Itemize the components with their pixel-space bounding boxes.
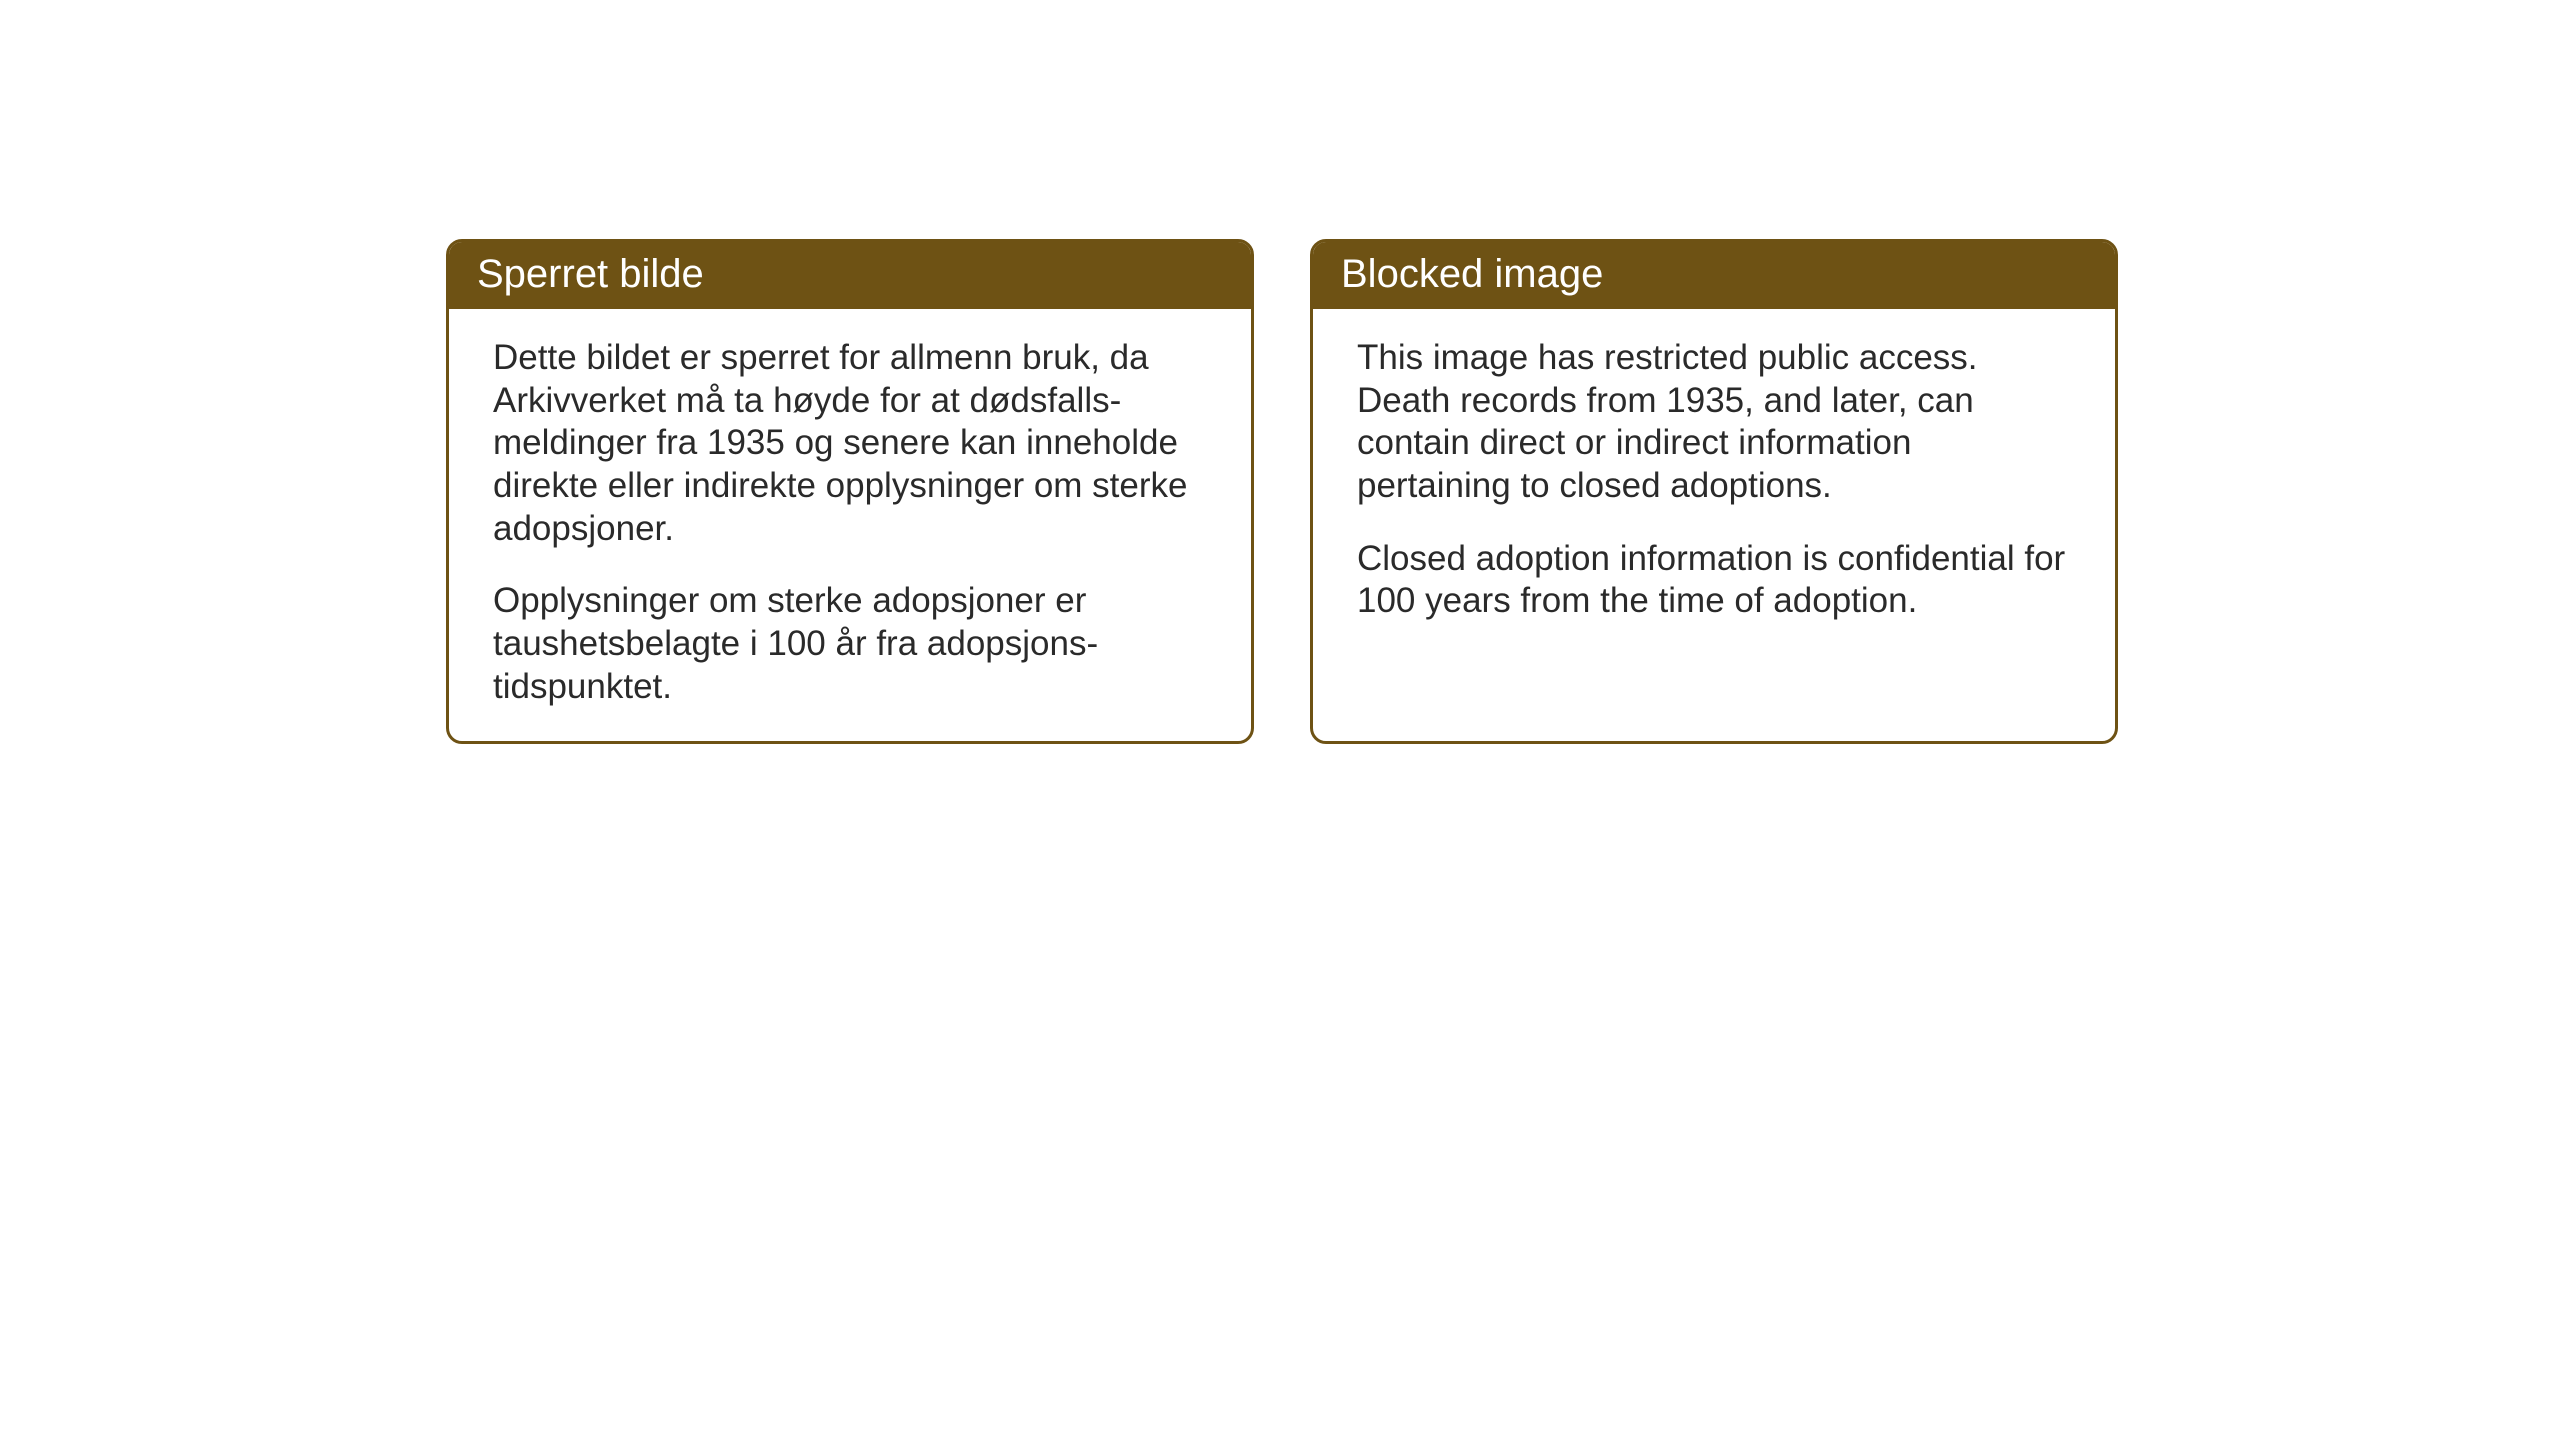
english-card-body: This image has restricted public access.…	[1313, 309, 2115, 727]
english-paragraph-1: This image has restricted public access.…	[1357, 337, 2071, 508]
english-card-title: Blocked image	[1341, 252, 1603, 296]
english-card-header: Blocked image	[1313, 242, 2115, 309]
norwegian-notice-card: Sperret bilde Dette bildet er sperret fo…	[446, 239, 1254, 744]
notice-container: Sperret bilde Dette bildet er sperret fo…	[446, 239, 2118, 744]
english-notice-card: Blocked image This image has restricted …	[1310, 239, 2118, 744]
norwegian-card-body: Dette bildet er sperret for allmenn bruk…	[449, 309, 1251, 741]
norwegian-card-title: Sperret bilde	[477, 252, 704, 296]
norwegian-card-header: Sperret bilde	[449, 242, 1251, 309]
english-paragraph-2: Closed adoption information is confident…	[1357, 538, 2071, 623]
norwegian-paragraph-1: Dette bildet er sperret for allmenn bruk…	[493, 337, 1207, 550]
norwegian-paragraph-2: Opplysninger om sterke adopsjoner er tau…	[493, 580, 1207, 708]
